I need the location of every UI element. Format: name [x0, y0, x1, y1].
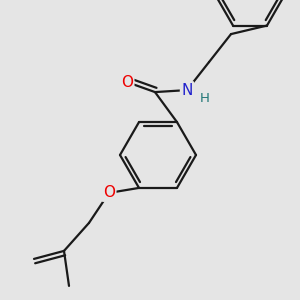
Text: O: O [103, 185, 115, 200]
Text: H: H [200, 92, 210, 105]
Text: N: N [181, 82, 193, 98]
Text: O: O [121, 75, 133, 90]
